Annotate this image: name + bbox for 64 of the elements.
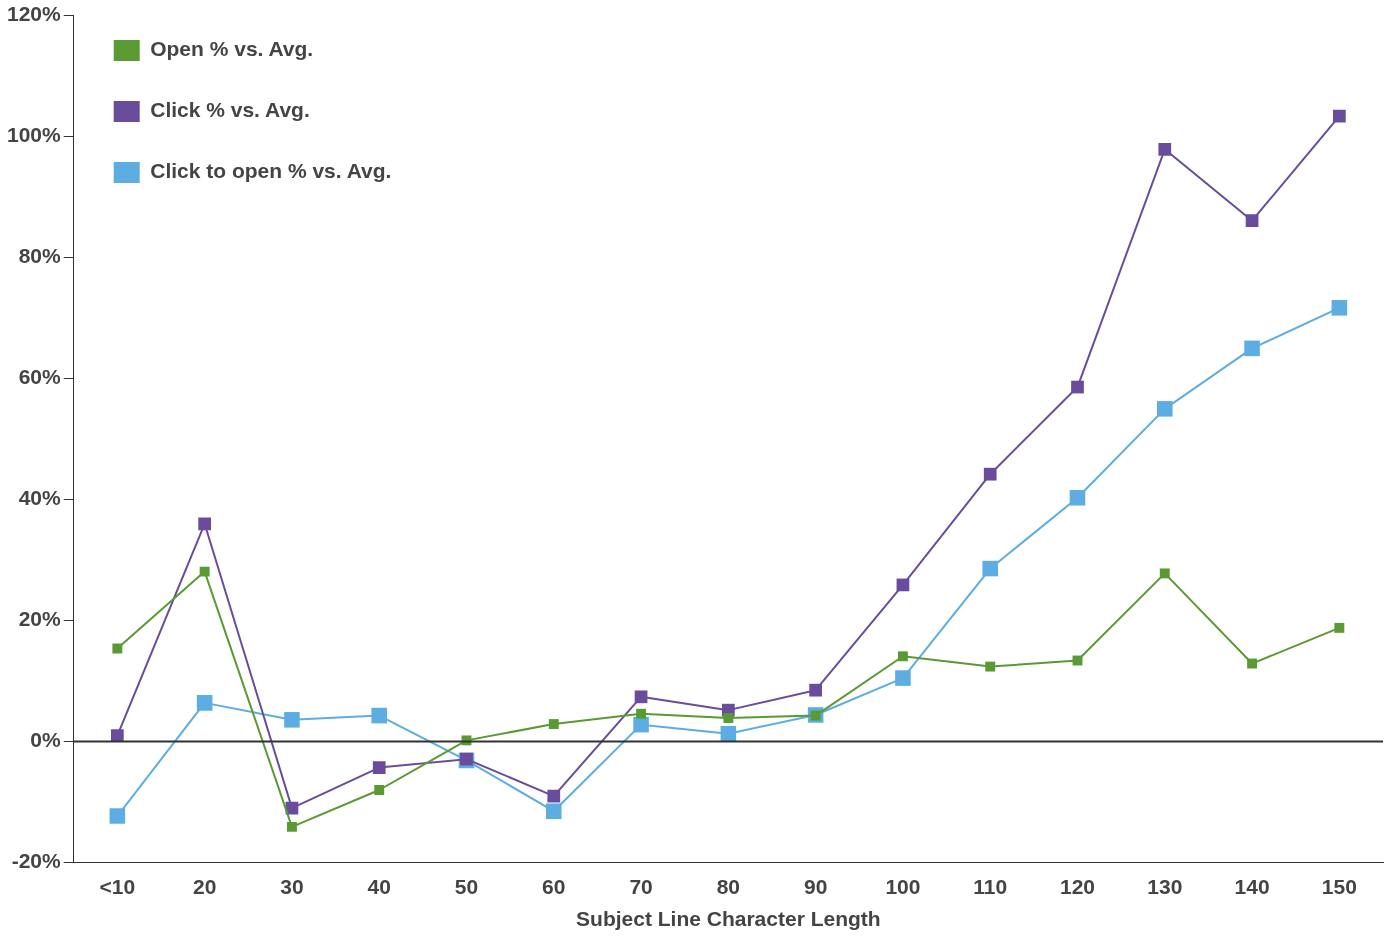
point: [720, 725, 737, 742]
point: [1247, 658, 1258, 669]
point: [1157, 401, 1173, 417]
point: [723, 713, 734, 723]
point: [1244, 340, 1260, 357]
x-tick-label: 130: [1147, 875, 1183, 898]
point: [1332, 109, 1346, 123]
y-tick-label: 20%: [18, 607, 62, 631]
point: [1069, 490, 1086, 506]
x-tick-label: 100: [885, 875, 921, 898]
x-tick-label: 150: [1321, 875, 1357, 898]
point: [1159, 568, 1170, 579]
point: [374, 785, 385, 795]
x-tick-label: 120: [1059, 875, 1096, 898]
legend-label: Open % vs. Avg.: [150, 37, 314, 61]
legend-label: Click % vs. Avg.: [150, 98, 310, 122]
point: [895, 670, 911, 686]
point: [897, 651, 908, 662]
x-tick-label: 40: [367, 875, 391, 898]
point: [546, 803, 562, 819]
point: [1158, 142, 1172, 156]
point: [110, 729, 124, 742]
x-tick-label: 50: [454, 875, 479, 898]
x-tick-label: 70: [629, 875, 653, 898]
point: [1245, 214, 1259, 228]
point: [982, 560, 998, 577]
y-tick-label: 0%: [30, 728, 62, 752]
legend-label: Click to open % vs. Avg.: [150, 159, 392, 183]
point: [1334, 622, 1345, 633]
point: [198, 517, 211, 531]
point: [633, 716, 649, 733]
point: [809, 683, 823, 697]
point: [547, 789, 561, 803]
x-tick-label: <10: [99, 875, 136, 898]
y-tick-label: 100%: [6, 123, 62, 147]
x-tick-label: 60: [542, 875, 566, 898]
point: [1071, 380, 1084, 394]
point: [371, 707, 387, 724]
point: [372, 761, 386, 774]
x-tick-label: 30: [280, 875, 304, 898]
point: [109, 808, 126, 824]
y-tick-label: 120%: [6, 2, 62, 26]
point: [985, 661, 996, 672]
point: [112, 643, 123, 654]
x-tick-label: 140: [1234, 875, 1270, 898]
point: [199, 566, 210, 577]
point: [634, 690, 648, 704]
point: [285, 801, 299, 815]
y-tick-label: -20%: [11, 849, 62, 873]
x-tick-label: 80: [716, 875, 741, 898]
y-tick-label: 60%: [18, 365, 62, 389]
point: [636, 708, 647, 719]
x-axis-title: Subject Line Character Length: [576, 907, 881, 931]
x-tick-label: 20: [192, 875, 217, 898]
point: [196, 695, 213, 711]
y-tick-label: 80%: [18, 244, 62, 268]
x-tick-label: 90: [803, 875, 828, 898]
y-tick-label: 40%: [18, 486, 62, 510]
point: [1331, 300, 1348, 316]
point: [983, 467, 997, 481]
x-tick-label: 110: [973, 875, 1008, 898]
point: [284, 712, 300, 728]
point: [548, 719, 559, 730]
point: [286, 821, 297, 832]
